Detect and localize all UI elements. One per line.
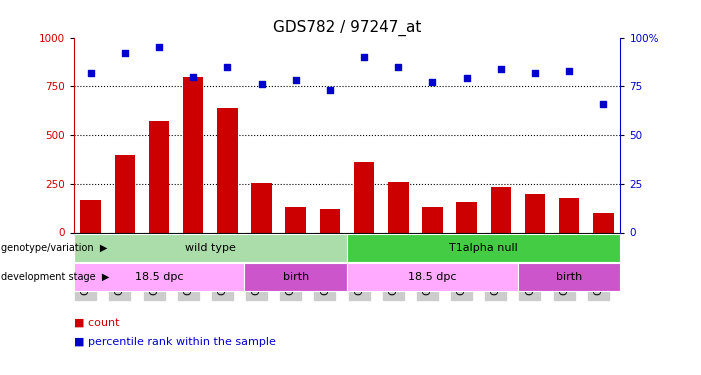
- Text: wild type: wild type: [185, 243, 236, 253]
- Bar: [285, 207, 306, 232]
- Point: [358, 54, 369, 60]
- Point: [325, 87, 336, 93]
- Bar: [354, 162, 374, 232]
- Text: 18.5 dpc: 18.5 dpc: [135, 272, 183, 282]
- Bar: [217, 108, 238, 232]
- Point: [222, 64, 233, 70]
- Title: GDS782 / 97247_at: GDS782 / 97247_at: [273, 20, 421, 36]
- Point: [529, 70, 540, 76]
- Text: T1alpha null: T1alpha null: [449, 243, 518, 253]
- Point: [119, 50, 130, 56]
- Text: genotype/variation  ▶: genotype/variation ▶: [1, 243, 108, 253]
- Text: development stage  ▶: development stage ▶: [1, 272, 110, 282]
- Bar: [422, 207, 443, 232]
- Bar: [81, 200, 101, 232]
- Bar: [115, 154, 135, 232]
- Bar: [491, 187, 511, 232]
- Bar: [456, 202, 477, 232]
- Bar: [320, 209, 340, 232]
- Bar: [149, 122, 170, 232]
- Text: birth: birth: [283, 272, 309, 282]
- Text: birth: birth: [556, 272, 583, 282]
- Point: [85, 70, 96, 76]
- Point: [564, 68, 575, 74]
- Point: [427, 80, 438, 86]
- Text: ■ percentile rank within the sample: ■ percentile rank within the sample: [74, 337, 275, 346]
- Bar: [183, 76, 203, 232]
- Point: [598, 101, 609, 107]
- Point: [393, 64, 404, 70]
- Point: [154, 44, 165, 50]
- Bar: [388, 182, 409, 232]
- Bar: [559, 198, 579, 232]
- Point: [290, 77, 301, 83]
- Text: 18.5 dpc: 18.5 dpc: [408, 272, 456, 282]
- Bar: [593, 213, 613, 232]
- Point: [256, 81, 267, 87]
- Point: [188, 74, 199, 80]
- Text: ■ count: ■ count: [74, 318, 119, 328]
- Bar: [252, 183, 272, 232]
- Point: [495, 66, 506, 72]
- Point: [461, 75, 472, 81]
- Bar: [524, 195, 545, 232]
